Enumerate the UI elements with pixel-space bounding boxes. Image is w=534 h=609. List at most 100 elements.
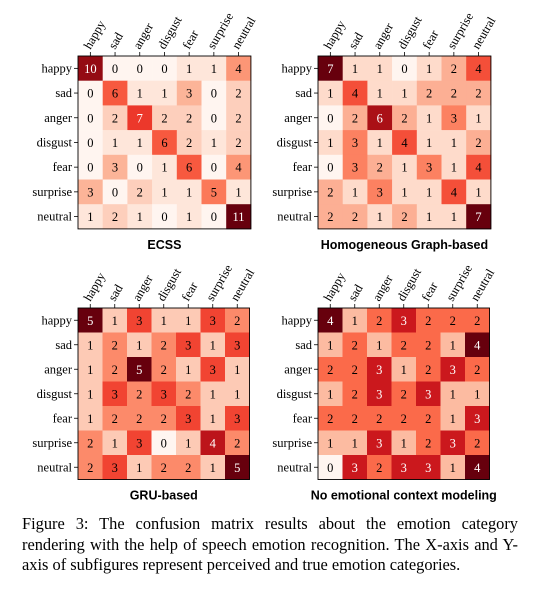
x-tick-label: anger [130, 272, 156, 304]
x-tick-label: sad [345, 281, 366, 303]
cell-value-label: 1 [401, 436, 407, 450]
heatmap-cell [102, 130, 128, 156]
heatmap-cell [201, 204, 227, 230]
x-tick-label: fear [179, 279, 201, 304]
cell-value-label: 3 [376, 387, 382, 401]
heatmap-cell [342, 80, 368, 106]
heatmap-cell [176, 357, 201, 382]
heatmap-cell [392, 80, 418, 106]
heatmap-cell [127, 406, 152, 431]
cell-value-label: 0 [161, 210, 167, 224]
cell-value-label: 1 [352, 185, 358, 199]
heatmap-cell [176, 332, 201, 358]
heatmap-cell [127, 381, 152, 407]
heatmap-cell [102, 430, 128, 456]
heatmap-cell [127, 56, 153, 81]
heatmap-cell [465, 357, 490, 382]
heatmap-cell [416, 179, 442, 205]
cell-value-label: 5 [136, 363, 142, 377]
heatmap-cell [201, 80, 227, 106]
heatmap-cell [78, 154, 103, 180]
x-tick-label: sad [346, 29, 367, 51]
y-tick-label: happy [281, 61, 312, 75]
heatmap-cell [225, 357, 250, 382]
cell-value-label: 1 [210, 387, 216, 401]
cell-value-label: 1 [235, 185, 241, 199]
cell-value-label: 4 [352, 87, 359, 101]
cell-value-label: 2 [425, 436, 431, 450]
cell-value-label: 1 [87, 412, 93, 426]
cell-value-label: 2 [425, 412, 431, 426]
heatmap-cell [416, 455, 441, 480]
heatmap-cell [440, 406, 466, 431]
cell-value-label: 1 [211, 136, 217, 150]
heatmap-cell [441, 154, 467, 180]
cell-value-label: 1 [451, 161, 457, 175]
heatmap-cell [225, 430, 250, 456]
x-tick-label: happy [81, 17, 109, 51]
heatmap-cell [392, 105, 418, 131]
heatmap-cell [367, 56, 393, 81]
heatmap-cell [127, 179, 153, 205]
heatmap-cell [200, 455, 226, 480]
cell-value-label: 2 [474, 363, 480, 377]
cell-value-label: 3 [234, 412, 240, 426]
heatmap-cell [391, 455, 417, 480]
cell-value-label: 4 [451, 185, 458, 199]
heatmap-cell [152, 179, 178, 205]
heatmap-cell [342, 357, 368, 382]
heatmap-cell [152, 105, 178, 131]
y-tick-label: surprise [32, 185, 72, 199]
cell-value-label: 2 [401, 387, 407, 401]
cell-value-label: 3 [185, 412, 191, 426]
cell-value-label: 1 [137, 210, 143, 224]
cell-value-label: 3 [352, 461, 358, 475]
heatmap-cell [225, 332, 250, 358]
cell-value-label: 1 [87, 210, 93, 224]
cell-value-label: 2 [235, 136, 241, 150]
cell-value-label: 0 [161, 62, 167, 76]
cell-value-label: 2 [475, 136, 481, 150]
cell-value-label: 2 [327, 412, 333, 426]
panel-title: No emotional context modeling [311, 489, 497, 503]
cell-value-label: 3 [451, 111, 457, 125]
cell-value-label: 1 [377, 62, 383, 76]
cell-value-label: 2 [234, 314, 240, 328]
y-tick-label: happy [41, 61, 72, 75]
heatmap-cell [367, 406, 392, 431]
cell-value-label: 0 [327, 461, 333, 475]
heatmap-cell [318, 80, 343, 106]
heatmap-cell [127, 357, 152, 382]
y-tick-label: fear [53, 411, 73, 425]
heatmap-cell [127, 130, 153, 156]
cell-value-label: 3 [185, 338, 191, 352]
cell-value-label: 2 [327, 210, 333, 224]
heatmap-cell [416, 80, 442, 106]
cell-value-label: 2 [186, 136, 192, 150]
cell-value-label: 1 [377, 136, 383, 150]
cell-value-label: 2 [112, 338, 118, 352]
cell-value-label: 4 [401, 136, 408, 150]
heatmap-cell [102, 204, 128, 230]
heatmap-cell [367, 179, 393, 205]
y-tick-label: neutral [277, 210, 312, 224]
heatmap-cell [226, 56, 252, 81]
cell-value-label: 2 [112, 412, 118, 426]
y-tick-label: sad [55, 338, 72, 352]
heatmap-cell [201, 105, 227, 131]
cell-value-label: 1 [450, 387, 456, 401]
heatmap-cell [392, 179, 418, 205]
heatmap-cell [466, 154, 492, 180]
cell-value-label: 1 [137, 87, 143, 101]
heatmap-cell [342, 455, 368, 480]
cell-value-label: 3 [234, 338, 240, 352]
y-tick-label: surprise [32, 436, 72, 450]
cell-value-label: 3 [377, 185, 383, 199]
cell-value-label: 0 [87, 161, 93, 175]
heatmap-cell [441, 179, 467, 205]
heatmap-cell [465, 332, 490, 358]
y-tick-label: disgust [277, 387, 313, 401]
heatmap-cell [78, 80, 103, 106]
heatmap-cell [78, 357, 103, 382]
